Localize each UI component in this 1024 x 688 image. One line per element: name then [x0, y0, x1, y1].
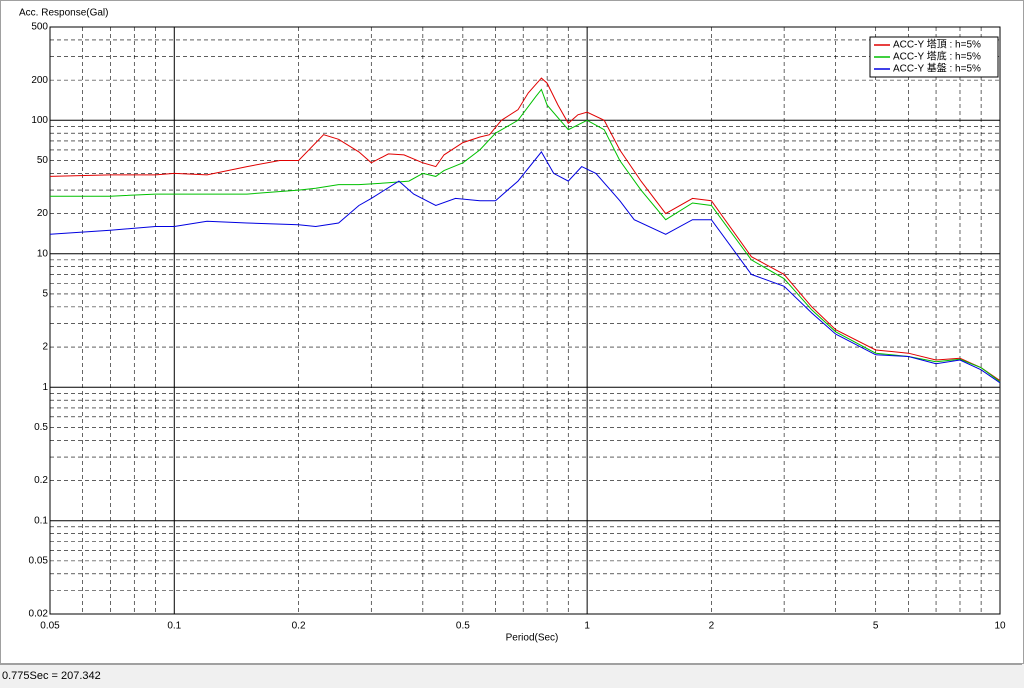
y-tick-label: 100 — [31, 115, 48, 126]
y-tick-label: 1 — [42, 382, 48, 393]
y-tick-label: 500 — [31, 22, 48, 33]
y-tick-label: 200 — [31, 75, 48, 86]
x-tick-label: 0.1 — [167, 621, 181, 632]
plot-frame — [49, 26, 1001, 615]
x-axis-label: Period(Sec) — [506, 633, 559, 644]
y-tick-label: 0.05 — [29, 556, 49, 567]
x-tick-label: 5 — [873, 621, 879, 632]
y-tick-label: 0.2 — [34, 475, 48, 486]
legend-label: ACC-Y 塔頂 : h=5% — [893, 38, 981, 51]
data-line — [50, 88, 1001, 383]
legend-label: ACC-Y 基盤 : h=5% — [893, 62, 981, 75]
y-tick-label: 50 — [37, 155, 49, 166]
y-tick-label: 0.5 — [34, 422, 48, 433]
y-tick-label: 5 — [42, 289, 48, 300]
x-tick-label: 1 — [584, 621, 590, 632]
x-tick-label: 10 — [994, 621, 1006, 632]
chart: Acc. Response(Gal) Period(Sec) 0.05 0.1 0.… — [0, 0, 1024, 664]
data-line — [49, 151, 1001, 384]
y-tick-label: 2 — [42, 342, 48, 353]
y-tick-label: 0.02 — [29, 609, 49, 620]
y-tick-label: 10 — [37, 248, 49, 259]
y-tick-label: 0.1 — [34, 515, 48, 526]
x-tick-label: 0.2 — [292, 621, 306, 632]
chart-title: Acc. Response(Gal) — [19, 8, 108, 19]
legend-box — [869, 36, 999, 78]
legend-label: ACC-Y 塔底 : h=5% — [893, 50, 981, 63]
x-tick-label: 2 — [709, 621, 715, 632]
x-tick-label: 0.05 — [40, 621, 60, 632]
status-bar: 0.775Sec = 207.342 — [0, 664, 1022, 686]
data-line — [49, 77, 1001, 382]
y-tick-label: 20 — [37, 208, 49, 219]
x-tick-label: 0.5 — [456, 621, 470, 632]
